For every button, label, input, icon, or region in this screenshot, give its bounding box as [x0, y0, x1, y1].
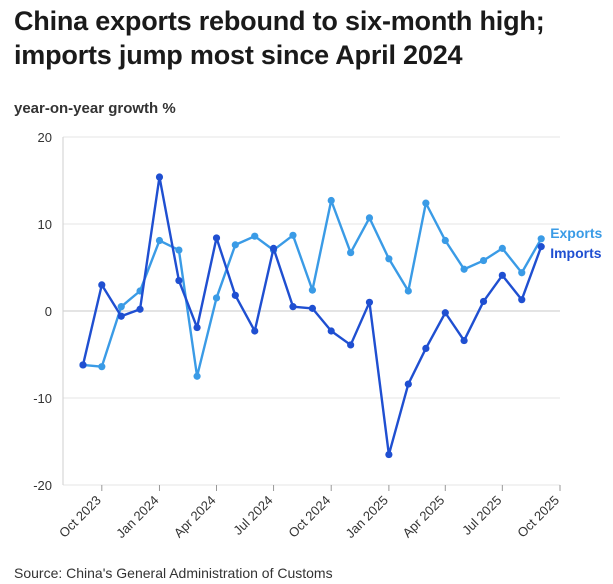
- imports-point: [155, 173, 164, 181]
- imports-legend-label: Imports: [550, 245, 602, 261]
- imports-point: [327, 327, 335, 335]
- x-tick-label: Oct 2023: [56, 493, 104, 541]
- exports-point: [460, 265, 468, 273]
- x-tick-label: Jan 2024: [113, 493, 161, 541]
- exports-point: [175, 246, 183, 254]
- y-tick-label: 0: [45, 304, 52, 319]
- x-tick-label: Oct 2025: [514, 493, 562, 541]
- imports-point: [136, 305, 144, 313]
- imports-point: [231, 291, 239, 299]
- exports-point: [347, 249, 355, 257]
- exports-legend-label: Exports: [550, 225, 602, 241]
- x-tick-label: Jul 2024: [230, 493, 275, 538]
- imports-point: [498, 271, 506, 279]
- y-tick-label: -10: [33, 391, 52, 406]
- imports-point: [460, 336, 468, 345]
- chart-title: China exports rebound to six-month high;…: [14, 6, 545, 70]
- x-tick-label: Apr 2024: [171, 493, 219, 541]
- x-tick-label: Oct 2024: [285, 493, 333, 541]
- imports-point: [251, 327, 259, 335]
- imports-point: [518, 296, 526, 304]
- exports-point: [385, 255, 393, 263]
- exports-point: [498, 244, 506, 252]
- exports-point: [441, 236, 449, 245]
- exports-point: [518, 269, 526, 277]
- exports-point: [155, 236, 164, 245]
- exports-point: [327, 196, 335, 205]
- imports-line: [81, 175, 543, 456]
- y-tick-label: 20: [38, 130, 52, 145]
- y-tick-label: 10: [38, 217, 52, 232]
- exports-point: [98, 363, 106, 371]
- exports-point: [212, 294, 221, 302]
- imports-point: [308, 304, 317, 312]
- imports-point: [193, 323, 201, 332]
- imports-point: [117, 312, 125, 320]
- exports-point: [289, 231, 297, 239]
- imports-point: [175, 276, 183, 285]
- y-tick-label: -20: [33, 478, 52, 493]
- imports-point: [385, 450, 393, 459]
- imports-point: [347, 341, 355, 349]
- exports-point: [193, 372, 201, 380]
- y-axis-label: year-on-year growth %: [14, 100, 176, 117]
- exports-point: [537, 235, 545, 243]
- imports-point: [404, 380, 412, 388]
- exports-point: [422, 199, 430, 207]
- source-note: Source: China's General Administration o…: [14, 565, 333, 581]
- x-tick-label: Jul 2025: [459, 493, 504, 538]
- imports-point: [269, 244, 278, 252]
- imports-point: [422, 344, 430, 353]
- exports-point: [117, 303, 125, 311]
- imports-point: [212, 234, 221, 242]
- exports-point: [365, 214, 374, 222]
- imports-point: [365, 298, 374, 306]
- exports-point: [479, 256, 488, 265]
- x-tick-label: Jan 2025: [343, 493, 391, 541]
- x-tick-label: Apr 2025: [399, 493, 447, 541]
- imports-point: [441, 309, 449, 317]
- exports-point: [404, 287, 412, 295]
- imports-point: [479, 297, 488, 306]
- exports-point: [251, 232, 259, 240]
- imports-point: [79, 361, 87, 369]
- exports-point: [231, 241, 239, 249]
- imports-point: [537, 243, 545, 251]
- imports-point: [289, 303, 297, 311]
- exports-point: [308, 286, 317, 294]
- imports-point: [98, 281, 106, 289]
